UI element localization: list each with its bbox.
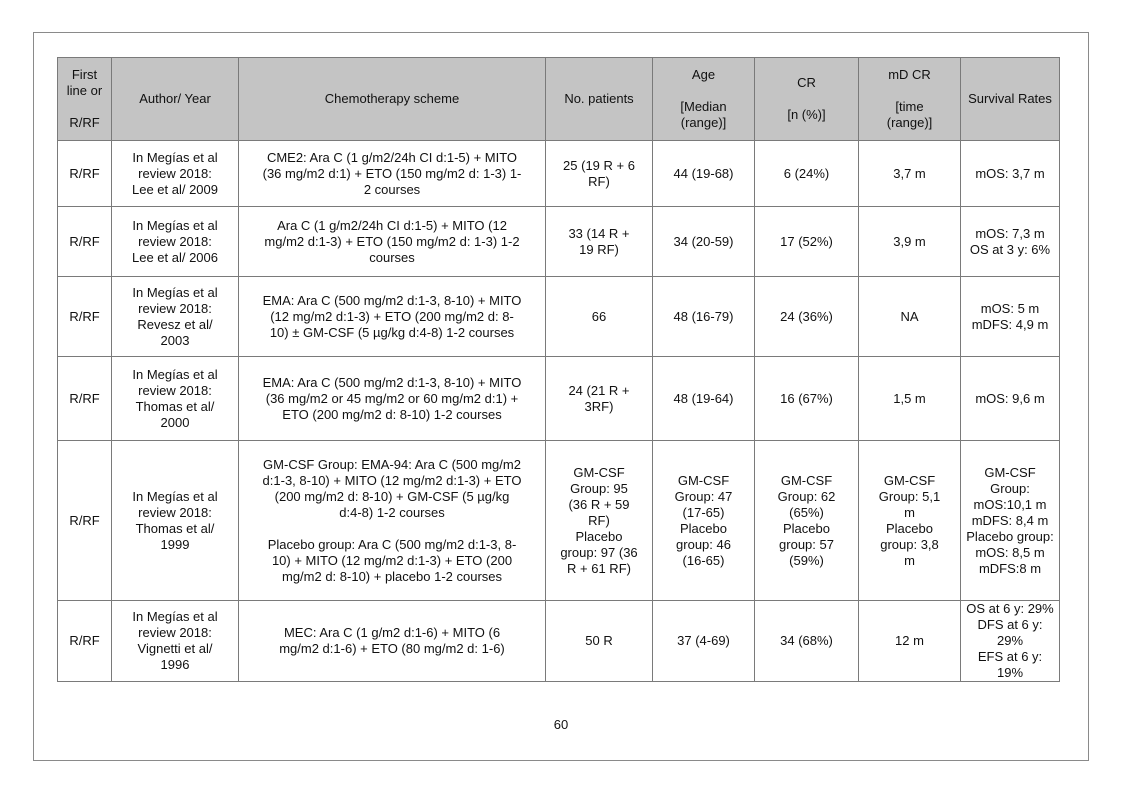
cell-line: R/RF xyxy=(57,140,112,207)
cell-survival-rates: GM-CSF Group: mOS:10,1 m mDFS: 8,4 m Pla… xyxy=(960,440,1060,601)
cell-survival-rates: mOS: 3,7 m xyxy=(960,140,1060,207)
cell-author-year: In Megías et al review 2018: Thomas et a… xyxy=(111,440,239,601)
cell-author-year: In Megías et al review 2018: Revesz et a… xyxy=(111,276,239,357)
table-row: R/RF In Megías et al review 2018: Thomas … xyxy=(57,440,1060,601)
cell-patients: 25 (19 R + 6 RF) xyxy=(545,140,653,207)
table-header-row: First line or R/RF Author/ Year Chemothera… xyxy=(57,57,1060,141)
cell-author-year: In Megías et al review 2018: Lee et al/ … xyxy=(111,206,239,277)
cell-chemotherapy-scheme: GM-CSF Group: EMA-94: Ara C (500 mg/m2 d… xyxy=(238,440,546,601)
cell-line: R/RF xyxy=(57,276,112,357)
cell-author-year: In Megías et al review 2018: Lee et al/ … xyxy=(111,140,239,207)
cell-patients: 33 (14 R + 19 RF) xyxy=(545,206,653,277)
cell-cr: 34 (68%) xyxy=(754,600,859,682)
cell-md-cr: 3,7 m xyxy=(858,140,961,207)
header-patients: No. patients xyxy=(545,57,653,141)
cell-author-year: In Megías et al review 2018: Thomas et a… xyxy=(111,356,239,441)
table-row: R/RF In Megías et al review 2018: Lee et … xyxy=(57,206,1060,277)
cell-age: 44 (19-68) xyxy=(652,140,755,207)
cell-line: R/RF xyxy=(57,356,112,441)
cell-cr: 17 (52%) xyxy=(754,206,859,277)
cell-chemotherapy-scheme: Ara C (1 g/m2/24h CI d:1-5) + MITO (12 m… xyxy=(238,206,546,277)
cell-md-cr: 3,9 m xyxy=(858,206,961,277)
cell-survival-rates: mOS: 5 m mDFS: 4,9 m xyxy=(960,276,1060,357)
table-row: R/RF In Megías et al review 2018: Thomas … xyxy=(57,356,1060,441)
header-survival-rates: Survival Rates xyxy=(960,57,1060,141)
cell-chemotherapy-scheme: EMA: Ara C (500 mg/m2 d:1-3, 8-10) + MIT… xyxy=(238,276,546,357)
cell-chemotherapy-scheme: CME2: Ara C (1 g/m2/24h CI d:1-5) + MITO… xyxy=(238,140,546,207)
cell-cr: 24 (36%) xyxy=(754,276,859,357)
cell-cr: GM-CSF Group: 62 (65%) Placebo group: 57… xyxy=(754,440,859,601)
header-author-year: Author/ Year xyxy=(111,57,239,141)
cell-age: GM-CSF Group: 47 (17-65) Placebo group: … xyxy=(652,440,755,601)
cell-cr: 16 (67%) xyxy=(754,356,859,441)
cell-author-year: In Megías et al review 2018: Vignetti et… xyxy=(111,600,239,682)
table-row: R/RF In Megías et al review 2018: Vignett… xyxy=(57,600,1060,682)
table-row: R/RF In Megías et al review 2018: Lee et … xyxy=(57,140,1060,207)
header-cr: CR [n (%)] xyxy=(754,57,859,141)
header-line: First line or R/RF xyxy=(57,57,112,141)
cell-patients: 50 R xyxy=(545,600,653,682)
cell-survival-rates: mOS: 7,3 m OS at 3 y: 6% xyxy=(960,206,1060,277)
cell-md-cr: 12 m xyxy=(858,600,961,682)
cell-chemotherapy-scheme: EMA: Ara C (500 mg/m2 d:1-3, 8-10) + MIT… xyxy=(238,356,546,441)
page-number: 60 xyxy=(553,717,569,732)
cell-md-cr: 1,5 m xyxy=(858,356,961,441)
chemotherapy-table: First line or R/RF Author/ Year Chemothera… xyxy=(57,57,1060,682)
header-age: Age [Median (range)] xyxy=(652,57,755,141)
cell-age: 48 (16-79) xyxy=(652,276,755,357)
cell-survival-rates: mOS: 9,6 m xyxy=(960,356,1060,441)
table-row: R/RF In Megías et al review 2018: Revesz … xyxy=(57,276,1060,357)
cell-patients: 24 (21 R + 3RF) xyxy=(545,356,653,441)
cell-line: R/RF xyxy=(57,600,112,682)
cell-age: 48 (19-64) xyxy=(652,356,755,441)
cell-patients: 66 xyxy=(545,276,653,357)
cell-survival-rates: OS at 6 y: 29% DFS at 6 y: 29% EFS at 6 … xyxy=(960,600,1060,682)
header-md-cr: mD CR [time (range)] xyxy=(858,57,961,141)
cell-patients: GM-CSF Group: 95 (36 R + 59 RF) Placebo … xyxy=(545,440,653,601)
cell-line: R/RF xyxy=(57,440,112,601)
cell-age: 37 (4-69) xyxy=(652,600,755,682)
cell-line: R/RF xyxy=(57,206,112,277)
cell-age: 34 (20-59) xyxy=(652,206,755,277)
cell-cr: 6 (24%) xyxy=(754,140,859,207)
page-frame xyxy=(33,32,1089,761)
header-chemotherapy-scheme: Chemotherapy scheme xyxy=(238,57,546,141)
cell-md-cr: NA xyxy=(858,276,961,357)
cell-md-cr: GM-CSF Group: 5,1 m Placebo group: 3,8 m xyxy=(858,440,961,601)
cell-chemotherapy-scheme: MEC: Ara C (1 g/m2 d:1-6) + MITO (6 mg/m… xyxy=(238,600,546,682)
